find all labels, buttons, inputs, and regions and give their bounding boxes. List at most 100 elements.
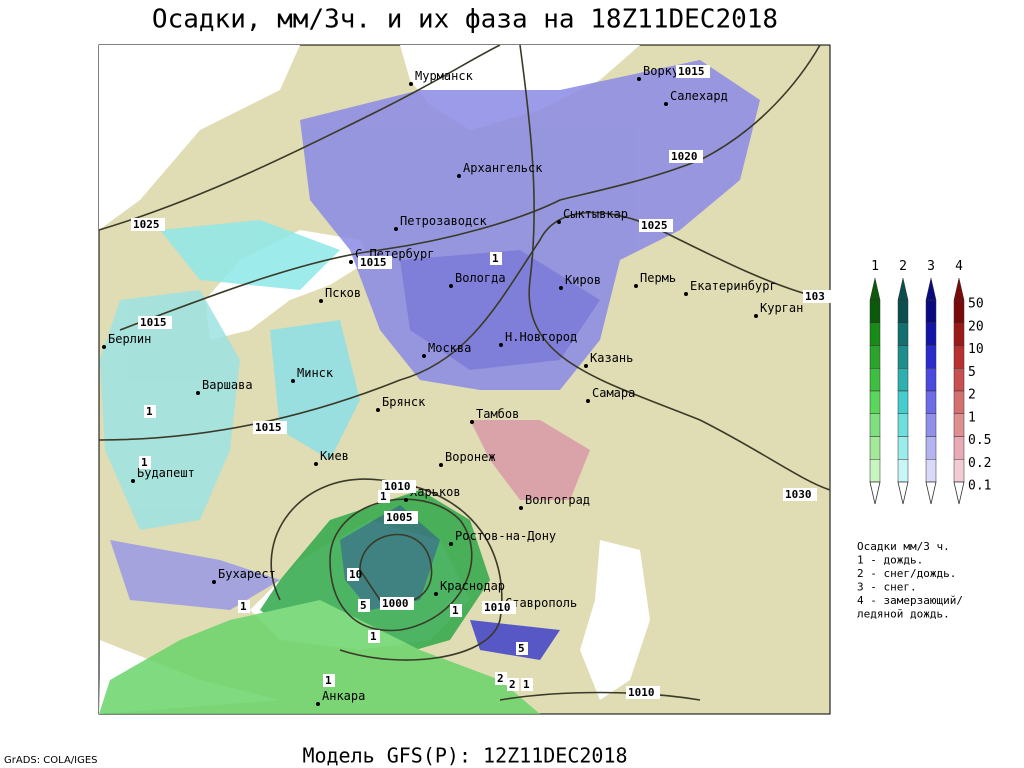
city-label: Архангельск	[463, 161, 543, 175]
city-dot	[634, 284, 638, 288]
legend-swatch	[869, 390, 881, 414]
city-dot	[449, 284, 453, 288]
legend-note: ледяной дождь.	[857, 608, 950, 621]
phase-label-bg	[238, 600, 250, 613]
phase-label: 1	[146, 405, 153, 418]
legend-swatch	[925, 459, 937, 483]
phase-label: 10	[349, 568, 362, 581]
city-dot	[409, 82, 413, 86]
level-label: 20	[968, 319, 984, 334]
city-dot	[499, 343, 503, 347]
legend-swatch	[869, 322, 881, 346]
legend-tip	[869, 277, 881, 301]
phase-label: 2	[509, 678, 516, 691]
city-label: Варшава	[202, 378, 253, 392]
isobar-label-bg	[803, 290, 837, 303]
isobar-label-bg	[380, 597, 414, 610]
phase-label: 1	[380, 490, 387, 503]
city-dot	[586, 399, 590, 403]
city-dot	[754, 314, 758, 318]
isobar-label: 1010	[628, 686, 655, 699]
level-label: 5	[968, 365, 976, 380]
city-label: Н.Новгород	[505, 330, 577, 344]
legend-note: 4 - замерзающий/	[857, 594, 963, 607]
isobar-label: 1025	[641, 219, 668, 232]
map	[98, 44, 831, 715]
phase-label-bg	[144, 405, 156, 418]
phase-label-bg	[347, 568, 359, 581]
isobar-label-bg	[626, 686, 660, 699]
city-label: Анкара	[322, 689, 365, 703]
city-label: Тамбов	[476, 407, 519, 421]
phase-label-bg	[521, 678, 533, 691]
city-dot	[584, 364, 588, 368]
city-dot	[422, 354, 426, 358]
city-dot	[457, 174, 461, 178]
legend-swatch	[953, 459, 965, 483]
level-label: 0.2	[968, 456, 991, 471]
legend-swatch	[953, 390, 965, 414]
city-dot	[394, 227, 398, 231]
phase-label-bg	[495, 672, 507, 685]
city-dot	[439, 463, 443, 467]
city-dot	[664, 102, 668, 106]
city-dot	[434, 592, 438, 596]
city-label: Ростов-на-Дону	[455, 529, 556, 543]
city-label: Киев	[320, 449, 349, 463]
city-dot	[102, 345, 106, 349]
legend-swatch	[925, 299, 937, 323]
legend-swatch	[897, 413, 909, 437]
cities: Мурманск ВоркутаСалехардАрхангельскПетроз…	[102, 64, 837, 706]
isobar-label-bg	[639, 219, 673, 232]
legend-tip	[897, 277, 909, 301]
city-dot	[316, 702, 320, 706]
phase-label: 1	[240, 600, 247, 613]
city-dot	[314, 462, 318, 466]
phase-label-bg	[378, 490, 390, 503]
city-dot	[349, 260, 353, 264]
legend-swatch	[897, 368, 909, 392]
city-dot	[519, 506, 523, 510]
city-dot	[404, 498, 408, 502]
legend-note: 3 - снег.	[857, 581, 917, 594]
legend-swatch	[925, 368, 937, 392]
city-dot	[557, 220, 561, 224]
phase-label-bg	[323, 674, 335, 687]
legend-swatch	[925, 413, 937, 437]
city-dot	[449, 542, 453, 546]
phase-label: 5	[360, 599, 367, 612]
phase-label: 1	[492, 252, 499, 265]
phase-label: 2	[497, 672, 504, 685]
city-label: Курган	[760, 301, 803, 315]
isobar-label: 1005	[386, 511, 413, 524]
isobar-label-bg	[669, 150, 703, 163]
legend-note: Осадки мм/3 ч.	[857, 540, 950, 553]
legend-swatch	[925, 390, 937, 414]
isobar-label: 1015	[360, 256, 387, 269]
phase-number: 3	[927, 259, 935, 274]
city-label: Салехард	[670, 89, 728, 103]
isobar-label-bg	[138, 316, 172, 329]
level-label: 1	[968, 410, 976, 425]
isobar-label: 1030	[785, 488, 812, 501]
legend-note: 1 - дождь.	[857, 554, 923, 567]
isobar-label: 1015	[140, 316, 167, 329]
city-label: Краснодар	[440, 579, 505, 593]
city-label: Вологда	[455, 271, 506, 285]
phase-label-bg	[358, 599, 370, 612]
city-label: Бухарест	[218, 567, 276, 581]
city-label: Москва	[428, 341, 471, 355]
level-label: 2	[968, 388, 976, 403]
legend-swatch	[953, 368, 965, 392]
isobar-label-bg	[384, 511, 418, 524]
isobar-label: 1000	[382, 597, 409, 610]
city-label: Ставрополь	[505, 596, 577, 610]
phase-label: 5	[518, 642, 525, 655]
legend-swatch	[953, 413, 965, 437]
city-label: Будапешт	[137, 466, 195, 480]
phase-label: 1	[141, 456, 148, 469]
city-label: Казань	[590, 351, 633, 365]
legend-tip	[925, 277, 937, 301]
phase-label-bg	[507, 678, 519, 691]
footer-model: Модель GFS(P): 12Z11DEC2018	[302, 744, 627, 768]
